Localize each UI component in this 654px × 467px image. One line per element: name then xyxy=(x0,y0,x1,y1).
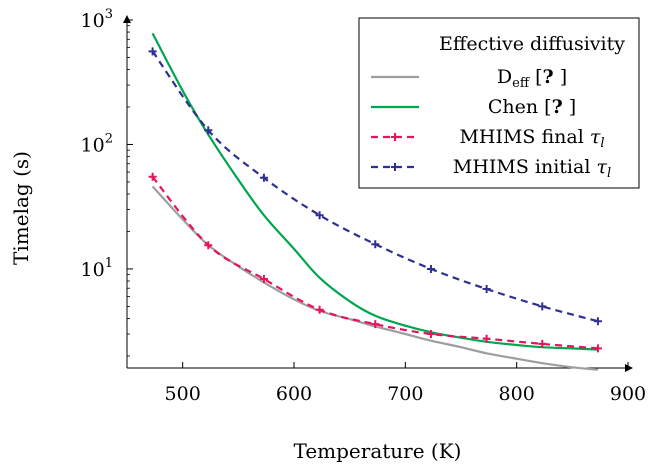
data-point xyxy=(259,275,268,284)
data-point xyxy=(148,172,157,181)
series-layer xyxy=(148,32,602,371)
data-point xyxy=(371,320,380,329)
ticks: 500 600 700 800 900 101 102 103 xyxy=(81,7,647,405)
legend-label: Chen [? ] xyxy=(488,96,576,118)
x-axis-label: Temperature (K) xyxy=(294,439,462,463)
data-point xyxy=(593,344,602,353)
data-point xyxy=(426,330,435,339)
y-tick-label: 102 xyxy=(81,131,113,156)
legend-title: Effective diffusivity xyxy=(439,33,625,55)
legend-label: Deff [? ] xyxy=(497,66,567,91)
series-line xyxy=(151,32,598,351)
data-point xyxy=(148,47,157,56)
data-point xyxy=(482,334,491,343)
legend-label: MHIMS final τl xyxy=(459,126,604,151)
data-point xyxy=(204,126,213,135)
series-0 xyxy=(151,185,599,371)
y-tick-label: 103 xyxy=(81,7,113,32)
data-point xyxy=(315,305,324,314)
series-line xyxy=(151,185,599,371)
y-axis-label: Timelag (s) xyxy=(9,151,33,265)
legend-box xyxy=(358,17,640,189)
legend-marker xyxy=(391,163,399,171)
x-tick-label: 600 xyxy=(276,383,312,405)
x-tick-label: 900 xyxy=(610,383,646,405)
series-line xyxy=(151,176,598,350)
series-1 xyxy=(151,32,598,351)
legend-marker xyxy=(391,133,399,141)
data-point xyxy=(538,339,547,348)
series-3 xyxy=(148,47,602,326)
series-line xyxy=(151,50,599,323)
legend: Effective diffusivity Deff [? ] Chen [? ] M… xyxy=(358,17,640,189)
x-tick-label: 700 xyxy=(387,383,423,405)
series-2 xyxy=(148,172,602,353)
data-point xyxy=(204,241,213,250)
data-point xyxy=(482,284,491,293)
data-point xyxy=(259,173,268,182)
x-axis-arrow xyxy=(625,364,633,372)
data-point xyxy=(593,317,602,326)
y-axis-arrow xyxy=(123,15,131,23)
x-tick-label: 500 xyxy=(165,383,201,405)
data-point xyxy=(538,302,547,311)
data-point xyxy=(426,264,435,273)
x-tick-label: 800 xyxy=(499,383,535,405)
data-point xyxy=(371,240,380,249)
y-tick-label: 101 xyxy=(81,256,113,281)
data-point xyxy=(315,211,324,220)
legend-label: MHIMS initial τl xyxy=(453,156,611,181)
